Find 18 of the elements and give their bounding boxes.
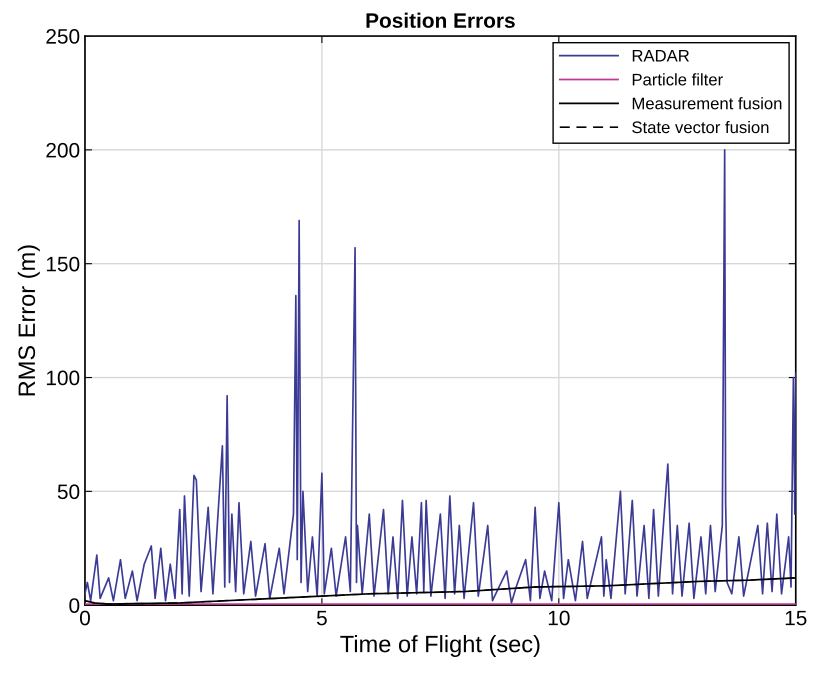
y-tick-label: 100 [46, 370, 80, 386]
line-series [84, 149, 796, 604]
y-tick-label: 50 [58, 484, 80, 500]
x-tick-label: 5 [316, 610, 327, 626]
chart-title: Position Errors [366, 12, 515, 28]
y-tick-label: 200 [46, 142, 80, 158]
y-tick-label: 150 [46, 256, 80, 272]
y-axis-title: RMS Error (m) [18, 245, 40, 396]
x-tick-label: 15 [786, 610, 806, 626]
legend-label: State vector fusion [632, 120, 768, 134]
legend-label: Measurement fusion [632, 97, 782, 110]
legend-label: RADAR [632, 50, 690, 62]
x-axis-title: Time of Flight (sec) [340, 635, 540, 658]
y-tick-label: 250 [46, 29, 80, 44]
x-tick-label: 0 [80, 610, 90, 626]
legend-label: Particle filter [632, 73, 723, 86]
y-tick-label: 0 [69, 598, 80, 613]
x-tick-label: 10 [548, 610, 570, 626]
